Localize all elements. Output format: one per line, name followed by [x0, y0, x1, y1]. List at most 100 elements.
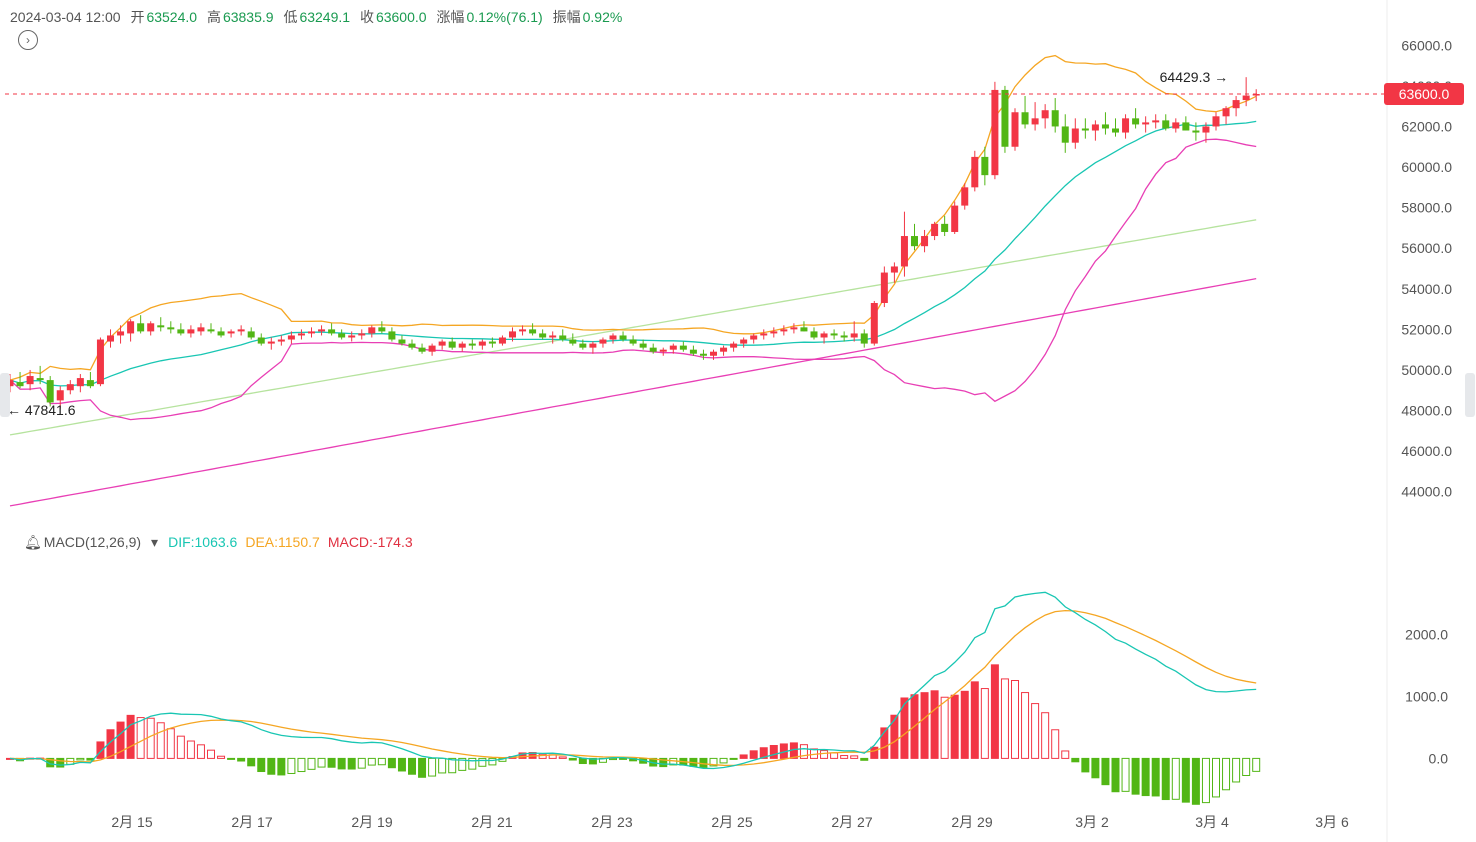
ma-long-line [9, 219, 1257, 436]
price-y-tick: 52000.0 [1401, 321, 1452, 337]
candle-body [1101, 124, 1109, 129]
macd-hist-value: MACD:-174.3 [327, 534, 413, 550]
candle-body [1172, 122, 1180, 129]
candle-body [498, 337, 506, 344]
low-label: 低 [283, 9, 298, 25]
candle-body [589, 343, 597, 348]
macd-histogram-bar [377, 757, 386, 766]
candle-body [177, 329, 185, 334]
candle-body [6, 380, 14, 387]
candle-body [669, 345, 677, 350]
macd-histogram-bar [488, 757, 497, 766]
replay-icon[interactable]: › [18, 30, 38, 50]
candle-body [971, 156, 979, 188]
low-value: 63249.1 [299, 9, 351, 25]
candle-body [46, 380, 54, 403]
candle-body [368, 327, 376, 334]
candle-body [890, 266, 898, 273]
macd-histogram-bar [1191, 757, 1200, 805]
candle-body [519, 329, 527, 332]
candle-body [418, 347, 426, 352]
x-tick-label: 2月 15 [111, 814, 152, 830]
candle-body [56, 390, 64, 401]
candle-body [207, 329, 215, 332]
macd-histogram-bar [1031, 703, 1040, 759]
ohlc-header: 2024-03-04 12:00 开 63524.0 高 63835.9 低 6324… [10, 7, 628, 27]
macd-histogram-bar [1171, 757, 1180, 800]
macd-histogram-bar [146, 717, 155, 759]
macd-histogram-bar [96, 741, 105, 759]
macd-histogram-bar [1232, 757, 1241, 783]
macd-histogram-bar [166, 728, 175, 759]
macd-histogram-bar [880, 727, 889, 759]
macd-histogram-bar [1141, 757, 1150, 797]
candle-body [770, 331, 778, 334]
candle-body [167, 327, 175, 330]
macd-histogram-bar [1091, 757, 1100, 779]
chevron-down-icon[interactable]: ▾ [151, 534, 159, 550]
candle-body [730, 343, 738, 348]
candle-body [609, 335, 617, 340]
candle-body [720, 347, 728, 352]
macd-histogram-bar [1252, 757, 1261, 772]
macd-histogram-bar [267, 757, 276, 775]
price-y-tick: 44000.0 [1401, 484, 1452, 500]
macd-histogram-bar [106, 729, 115, 759]
left-scroll-handle[interactable] [0, 373, 10, 417]
price-y-tick: 50000.0 [1401, 362, 1452, 378]
candle-body [1152, 120, 1160, 123]
macd-histogram-bar [56, 757, 65, 768]
candle-body [750, 335, 758, 340]
macd-histogram-bar [769, 745, 778, 759]
macd-indicator-name[interactable]: MACD(12,26,9) [43, 534, 142, 550]
candle-body [1202, 126, 1210, 133]
right-scroll-handle[interactable] [1465, 373, 1475, 417]
candle-body [408, 343, 416, 348]
open-value: 63524.0 [146, 9, 198, 25]
candle-body [1051, 110, 1059, 127]
macd-histogram-bar [719, 757, 728, 764]
change-label: 涨幅 [436, 9, 465, 25]
price-y-tick: 60000.0 [1401, 159, 1452, 175]
macd-histogram-bar [558, 756, 567, 759]
ma-longer-line [9, 277, 1257, 507]
macd-histogram-bar [1242, 757, 1251, 777]
candle-body [569, 339, 577, 344]
candle-body [1162, 120, 1170, 129]
candle-body [147, 323, 155, 332]
macd-histogram-bar [136, 717, 145, 759]
macd-histogram-bar [247, 757, 256, 767]
candle-body [760, 333, 768, 336]
macd-histogram-bar [1041, 712, 1050, 759]
candle-body [1192, 130, 1200, 133]
candle-body [860, 333, 868, 344]
macd-histogram-bar [970, 681, 979, 759]
candle-body [991, 89, 999, 176]
x-tick-label: 3月 2 [1075, 814, 1109, 830]
candle-body [76, 378, 84, 387]
candle-body [1011, 112, 1019, 147]
price-y-tick: 48000.0 [1401, 403, 1452, 419]
candle-body [1182, 122, 1190, 131]
macd-histogram-bar [237, 757, 246, 762]
candle-body [197, 327, 205, 332]
macd-histogram-bar [709, 757, 718, 767]
candle-body [1112, 128, 1119, 133]
min-price-label: ← 47841.6 [7, 402, 76, 418]
candle-body [328, 329, 336, 334]
macd-histogram-bar [1151, 757, 1160, 797]
candle-body [137, 323, 145, 332]
candle-body [237, 329, 245, 332]
candle-body [850, 333, 858, 338]
candle-body [539, 333, 547, 338]
macd-histogram-bar [820, 750, 829, 759]
alert-bell-icon[interactable]: 🔔︎ [24, 534, 42, 550]
candle-body [378, 327, 386, 332]
candle-body [127, 321, 135, 334]
candle-body [96, 339, 104, 385]
candle-body [780, 329, 788, 332]
candle-body [267, 341, 275, 344]
macd-histogram-bar [186, 740, 195, 759]
macd-histogram-bar [568, 757, 577, 761]
